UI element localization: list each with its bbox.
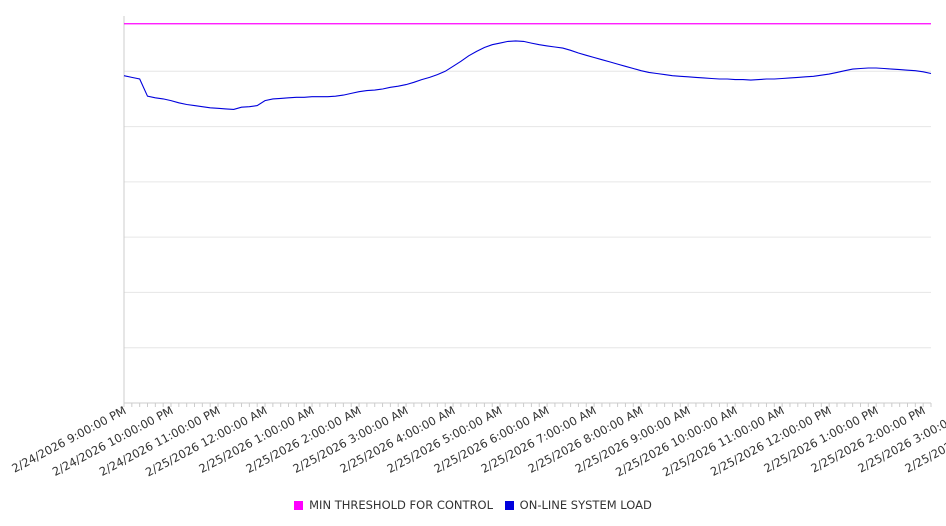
legend-label-system-load: ON-LINE SYSTEM LOAD bbox=[519, 498, 652, 512]
series-lines bbox=[123, 23, 932, 110]
x-axis-ticks bbox=[123, 403, 932, 407]
legend-item-system-load[interactable]: ON-LINE SYSTEM LOAD bbox=[504, 498, 652, 512]
x-axis-tick-labels: 2/24/2026 9:00:00 PM2/24/2026 10:00:00 P… bbox=[9, 403, 946, 479]
legend-swatch-threshold bbox=[294, 500, 304, 510]
gridlines bbox=[124, 70, 931, 349]
series-line-system-load bbox=[123, 40, 932, 110]
axes bbox=[123, 16, 931, 404]
legend-item-threshold[interactable]: MIN THRESHOLD FOR CONTROL bbox=[294, 498, 493, 512]
legend-swatch-system-load bbox=[504, 500, 514, 510]
legend: MIN THRESHOLD FOR CONTROL ON-LINE SYSTEM… bbox=[0, 498, 946, 513]
legend-label-threshold: MIN THRESHOLD FOR CONTROL bbox=[309, 498, 494, 512]
